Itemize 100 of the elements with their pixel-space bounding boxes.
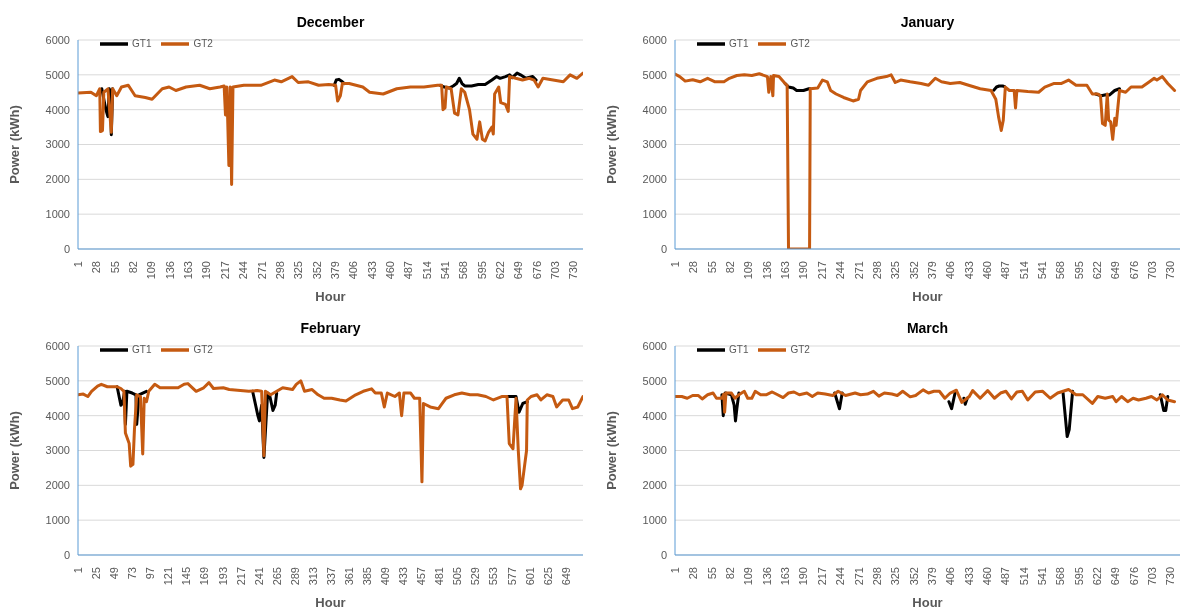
x-tick-label: 298 bbox=[273, 261, 286, 280]
x-tick-label: 325 bbox=[889, 566, 902, 585]
x-tick-label: 568 bbox=[457, 261, 470, 280]
x-tick-label: 265 bbox=[270, 566, 283, 585]
x-tick-label: 433 bbox=[365, 261, 378, 280]
x-tick-label: 514 bbox=[1017, 261, 1030, 280]
y-tick-label: 3000 bbox=[45, 138, 70, 151]
x-tick-label: 703 bbox=[1146, 261, 1159, 280]
x-tick-label: 163 bbox=[779, 566, 792, 585]
y-tick-label: 2000 bbox=[642, 478, 667, 491]
x-tick-label: 136 bbox=[760, 566, 773, 585]
x-tick-label: 73 bbox=[126, 566, 139, 579]
x-tick-label: 433 bbox=[962, 261, 975, 280]
x-tick-label: 460 bbox=[980, 566, 993, 585]
x-tick-label: 649 bbox=[559, 566, 572, 585]
x-tick-label: 55 bbox=[705, 566, 718, 579]
legend-label: GT2 bbox=[193, 37, 213, 49]
x-tick-label: 433 bbox=[397, 566, 410, 585]
y-tick-label: 1000 bbox=[642, 208, 667, 221]
y-axis-title: Power (kWh) bbox=[6, 105, 22, 184]
x-tick-label: 730 bbox=[1164, 261, 1177, 280]
x-tick-label: 82 bbox=[724, 566, 737, 579]
x-tick-label: 298 bbox=[870, 566, 883, 585]
y-tick-label: 0 bbox=[63, 242, 70, 255]
y-tick-label: 1000 bbox=[45, 513, 70, 526]
x-tick-label: 703 bbox=[549, 261, 562, 280]
x-tick-label: 169 bbox=[198, 566, 211, 585]
x-tick-label: 28 bbox=[687, 261, 700, 274]
y-axis-title: Power (kWh) bbox=[603, 105, 619, 184]
x-tick-label: 244 bbox=[834, 566, 847, 585]
y-tick-label: 1000 bbox=[45, 208, 70, 221]
x-tick-label: 568 bbox=[1054, 566, 1067, 585]
x-tick-label: 649 bbox=[1109, 566, 1122, 585]
x-tick-label: 595 bbox=[475, 261, 488, 280]
x-tick-label: 676 bbox=[1127, 261, 1140, 280]
chart-title: February bbox=[300, 319, 361, 336]
x-tick-label: 121 bbox=[162, 566, 175, 585]
y-tick-label: 3000 bbox=[642, 443, 667, 456]
x-tick-label: 193 bbox=[216, 566, 229, 585]
x-tick-label: 730 bbox=[567, 261, 580, 280]
x-tick-label: 595 bbox=[1072, 566, 1085, 585]
x-tick-label: 460 bbox=[980, 261, 993, 280]
y-tick-label: 2000 bbox=[45, 478, 70, 491]
y-tick-label: 4000 bbox=[45, 103, 70, 116]
x-tick-label: 325 bbox=[889, 261, 902, 280]
x-tick-label: 136 bbox=[760, 261, 773, 280]
x-tick-label: 406 bbox=[944, 566, 957, 585]
x-tick-label: 1 bbox=[669, 261, 681, 268]
x-tick-label: 82 bbox=[127, 261, 140, 274]
legend-label: GT2 bbox=[193, 343, 213, 355]
x-tick-label: 385 bbox=[361, 566, 373, 585]
x-tick-label: 97 bbox=[144, 566, 157, 579]
x-tick-label: 514 bbox=[420, 261, 433, 280]
x-tick-label: 1 bbox=[669, 566, 681, 573]
x-tick-label: 28 bbox=[687, 566, 700, 579]
line-series bbox=[675, 72, 1177, 249]
x-tick-label: 457 bbox=[415, 566, 428, 585]
y-axis-title: Power (kWh) bbox=[6, 410, 22, 490]
x-tick-label: 271 bbox=[255, 261, 268, 280]
y-tick-label: 2000 bbox=[45, 173, 70, 186]
x-tick-label: 217 bbox=[815, 566, 828, 585]
x-tick-label: 190 bbox=[797, 566, 810, 585]
x-tick-label: 1 bbox=[72, 261, 84, 268]
x-tick-label: 481 bbox=[433, 566, 446, 585]
legend-label: GT2 bbox=[790, 37, 810, 49]
x-tick-label: 541 bbox=[1036, 566, 1049, 585]
x-tick-label: 28 bbox=[90, 261, 103, 274]
x-tick-label: 55 bbox=[705, 261, 718, 274]
x-tick-label: 625 bbox=[541, 566, 554, 585]
x-tick-label: 352 bbox=[907, 566, 920, 585]
x-tick-label: 190 bbox=[797, 261, 810, 280]
x-axis-title: Hour bbox=[315, 594, 346, 610]
x-tick-label: 379 bbox=[925, 566, 938, 585]
x-tick-label: 271 bbox=[852, 566, 865, 585]
x-tick-label: 505 bbox=[451, 566, 464, 585]
y-tick-label: 6000 bbox=[45, 339, 70, 352]
line-series bbox=[78, 378, 583, 490]
x-tick-label: 577 bbox=[505, 566, 518, 585]
x-tick-label: 109 bbox=[742, 566, 755, 585]
x-tick-label: 595 bbox=[1072, 261, 1085, 280]
x-tick-label: 529 bbox=[469, 566, 482, 585]
x-axis-title: Hour bbox=[315, 289, 346, 304]
x-tick-label: 352 bbox=[907, 261, 920, 280]
x-tick-label: 49 bbox=[108, 566, 121, 579]
y-tick-label: 5000 bbox=[45, 68, 70, 81]
x-tick-label: 487 bbox=[999, 566, 1012, 585]
line-series bbox=[675, 387, 1177, 414]
x-tick-label: 352 bbox=[310, 261, 323, 280]
y-axis-title: Power (kWh) bbox=[603, 410, 619, 490]
x-tick-label: 409 bbox=[379, 566, 392, 585]
x-tick-label: 109 bbox=[742, 261, 755, 280]
y-tick-label: 3000 bbox=[45, 443, 70, 456]
legend-label: GT1 bbox=[729, 37, 749, 49]
x-tick-label: 379 bbox=[925, 261, 938, 280]
x-tick-label: 601 bbox=[523, 566, 536, 585]
y-tick-label: 6000 bbox=[642, 33, 667, 46]
x-tick-label: 145 bbox=[180, 566, 193, 585]
x-tick-label: 190 bbox=[200, 261, 213, 280]
x-tick-label: 271 bbox=[852, 261, 865, 280]
x-tick-label: 109 bbox=[145, 261, 158, 280]
